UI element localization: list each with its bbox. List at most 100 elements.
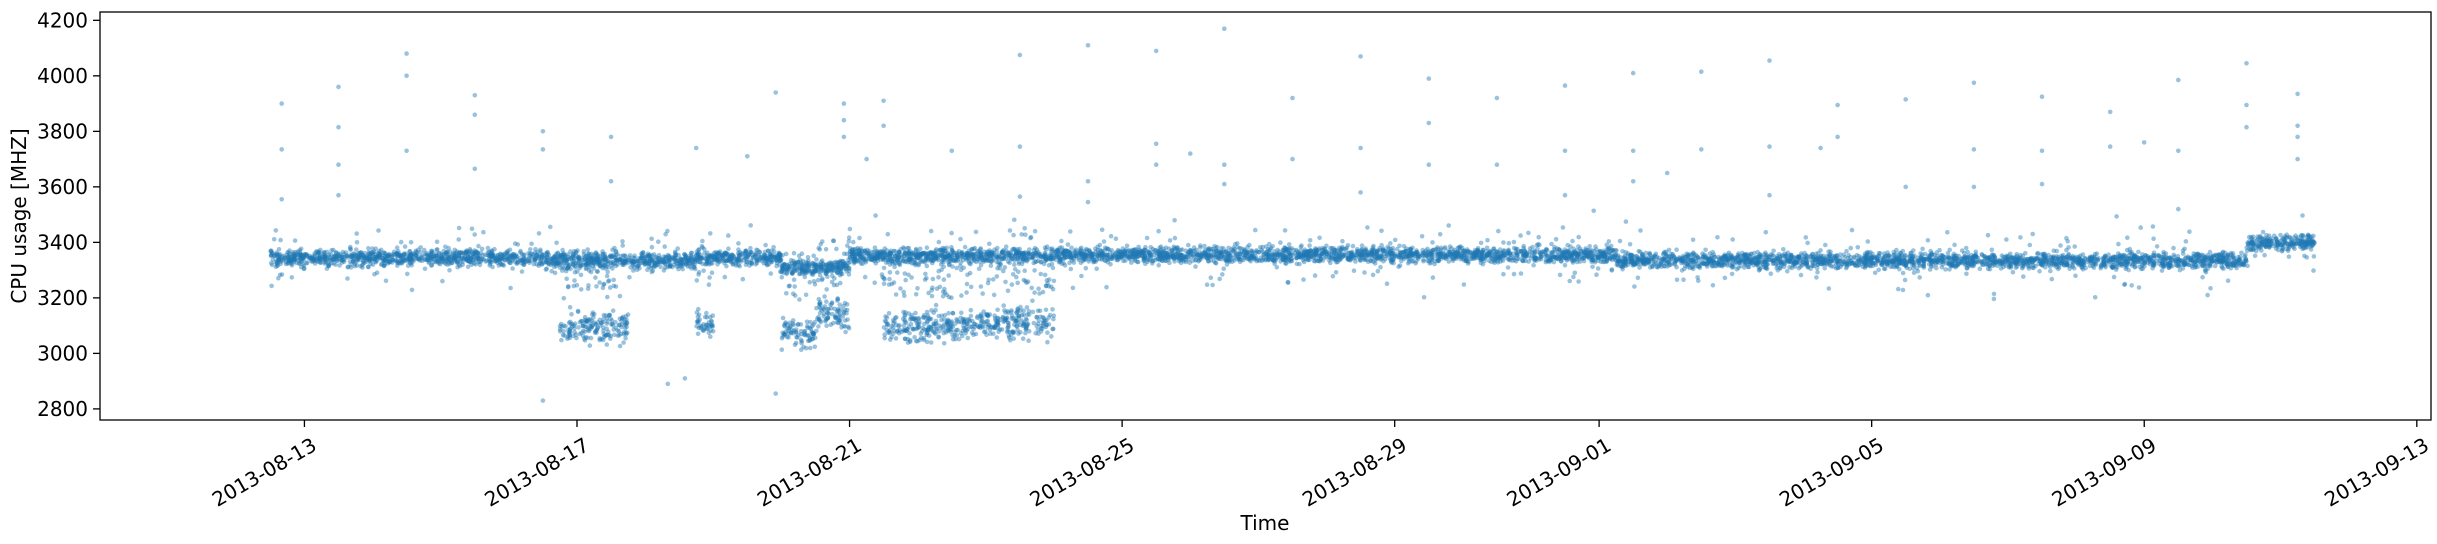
data-point [1518,233,1523,238]
data-point [393,257,398,263]
data-point [896,254,902,259]
data-point [523,256,529,262]
data-point [366,246,371,251]
data-point [1334,248,1340,254]
data-point [291,256,297,262]
data-point [664,259,670,264]
data-point [1674,247,1679,252]
data-point [1098,252,1103,258]
data-point [1237,251,1243,257]
data-point [474,252,479,258]
data-point [1534,242,1540,248]
data-point [298,253,303,258]
data-point [463,251,468,256]
data-point [413,252,418,258]
data-point [1067,250,1073,255]
data-point [946,273,951,278]
data-point [407,249,413,254]
data-point [382,262,388,268]
data-point [495,253,501,258]
data-point [439,255,444,261]
data-point [507,260,512,266]
data-point [331,254,337,259]
data-point [328,251,334,257]
data-point [614,258,619,264]
data-point [291,253,297,259]
data-point [565,265,570,271]
data-point [519,252,525,257]
data-point [276,257,282,263]
data-point [1552,247,1557,252]
data-point [534,252,540,258]
data-point [317,256,323,262]
data-point [355,254,361,260]
data-point [1344,245,1350,250]
data-point [408,252,414,258]
data-point [390,253,395,259]
data-point [362,255,368,261]
data-point [973,229,979,235]
data-point [297,255,302,261]
data-point [349,254,354,259]
data-point [537,261,542,267]
data-point [322,261,327,266]
data-point [340,257,346,263]
data-point [276,257,282,263]
data-point [1496,228,1501,234]
data-point [272,254,277,259]
data-point [445,249,450,254]
data-point [348,254,354,260]
data-point [614,257,619,262]
data-point [473,257,479,263]
data-point [1379,228,1384,234]
data-point [512,241,518,246]
data-point [698,259,703,265]
data-point [297,261,302,266]
data-point [651,252,657,257]
data-point [958,236,963,242]
data-point [1495,249,1501,255]
data-point [333,250,339,256]
data-point [477,259,482,265]
data-point [824,287,829,292]
data-point [683,255,688,260]
data-point [685,258,691,263]
data-point [548,224,553,230]
data-point [268,260,274,266]
data-point [1083,265,1089,271]
data-point [1475,249,1480,255]
data-point [375,253,381,259]
data-point [962,244,968,250]
data-point [491,255,497,261]
data-point [351,251,357,256]
data-point [1419,234,1425,239]
data-point [1214,248,1220,254]
data-point [1437,232,1443,237]
data-point [486,253,492,259]
data-point [423,253,428,258]
data-point [333,262,338,267]
data-point [943,253,949,259]
data-point [708,231,713,236]
data-point [774,260,780,266]
data-point [455,260,460,265]
data-point [286,254,291,259]
data-point [529,254,534,260]
data-point [538,247,543,253]
data-point [330,256,336,262]
data-point [1518,271,1524,276]
data-point [1277,253,1283,259]
data-point [1538,254,1544,259]
data-point [368,261,373,267]
data-point [317,260,323,266]
data-point [471,254,477,259]
data-point [649,236,654,242]
data-point [1136,253,1141,259]
data-point [475,250,481,256]
data-point [539,261,545,267]
data-point [301,255,306,260]
data-point [858,246,864,251]
data-point [314,255,320,261]
data-point [326,252,332,258]
data-point [310,255,315,261]
